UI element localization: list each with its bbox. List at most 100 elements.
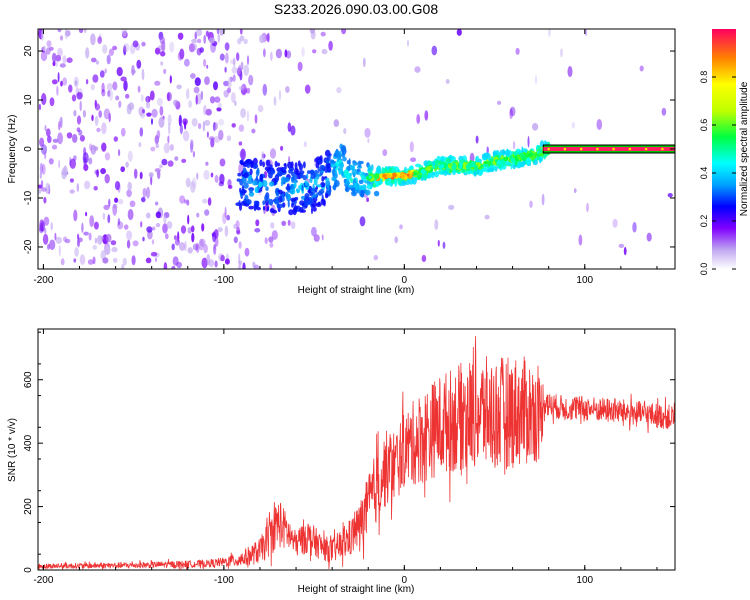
- ridge-blob: [327, 154, 331, 161]
- ridge-blob: [320, 170, 324, 174]
- noise-blob: [131, 64, 135, 76]
- noise-blob: [173, 99, 179, 107]
- noise-blob: [43, 45, 46, 51]
- noise-blob: [121, 127, 126, 137]
- noise-blob: [192, 150, 195, 158]
- snr-axes: -200 -100 0 100 0 200 400 600: [23, 329, 675, 586]
- noise-blob: [51, 79, 58, 85]
- ridge-blob: [324, 165, 329, 173]
- noise-blob: [373, 254, 379, 261]
- noise-blob: [218, 181, 225, 187]
- noise-blob: [71, 94, 77, 102]
- noise-blob: [246, 110, 249, 122]
- noise-blob: [188, 43, 196, 53]
- ridge-blob: [246, 163, 251, 169]
- ridge-core: [459, 162, 463, 167]
- noise-blob: [242, 262, 246, 269]
- noise-blob: [203, 34, 206, 44]
- ridge-blob: [443, 171, 448, 176]
- noise-blob: [158, 44, 165, 51]
- noise-blob: [127, 150, 133, 162]
- noise-blob: [231, 123, 236, 128]
- noise-blob: [88, 143, 93, 151]
- ridge-blob: [246, 179, 253, 184]
- noise-blob: [179, 124, 183, 135]
- noise-blob: [227, 184, 233, 189]
- colorbar-tick-label: 0.2: [699, 215, 709, 228]
- noise-blob: [108, 48, 114, 56]
- noise-blob: [69, 189, 75, 194]
- ridge-blob: [252, 157, 258, 166]
- noise-blob: [56, 85, 59, 96]
- noise-blob: [218, 118, 225, 126]
- noise-blob: [515, 47, 520, 55]
- noise-blob: [269, 263, 273, 269]
- noise-blob: [434, 219, 439, 231]
- noise-blob: [162, 223, 168, 234]
- noise-blob: [96, 169, 99, 178]
- ridge-blob: [287, 200, 290, 208]
- ridge-blob: [344, 181, 351, 185]
- noise-blob: [88, 232, 92, 241]
- snr-xtick-label: 100: [576, 575, 593, 586]
- noise-blob: [214, 96, 221, 103]
- noise-blob: [169, 144, 174, 151]
- noise-blob: [121, 29, 127, 37]
- line-band-dot: [563, 147, 567, 151]
- noise-blob: [79, 100, 82, 112]
- noise-blob: [243, 64, 250, 76]
- noise-blob: [212, 231, 217, 243]
- colorbar-label: Normalized spectral amplitude: [739, 81, 750, 216]
- spectrogram-ylabel: Frequency (Hz): [7, 115, 18, 184]
- ridge-blob: [289, 188, 296, 195]
- ridge-blob: [301, 184, 304, 192]
- noise-blob: [103, 204, 110, 211]
- noise-blob: [227, 87, 231, 94]
- ridge-blob: [284, 177, 290, 183]
- ridge-blob: [325, 178, 330, 182]
- noise-blob: [596, 119, 603, 130]
- noise-blob: [41, 93, 47, 105]
- ridge-blob: [312, 193, 317, 198]
- noise-blob: [548, 29, 551, 38]
- noise-blob: [187, 214, 190, 225]
- snr-ytick-label: 0: [23, 567, 34, 573]
- spectrogram-ytick-label: -10: [23, 190, 34, 205]
- noise-blob: [151, 108, 158, 118]
- noise-blob: [192, 243, 199, 251]
- noise-blob: [382, 149, 388, 157]
- noise-blob: [91, 57, 97, 63]
- snr-series-line: [38, 336, 675, 570]
- noise-blob: [102, 44, 108, 54]
- ridge-blob: [274, 160, 278, 168]
- noise-blob: [104, 173, 110, 184]
- noise-blob: [174, 156, 179, 161]
- noise-blob: [160, 51, 166, 57]
- ridge-blob: [346, 173, 350, 179]
- noise-blob: [270, 51, 273, 61]
- noise-blob: [225, 52, 229, 64]
- noise-blob: [509, 108, 513, 120]
- line-band-core: [543, 147, 675, 151]
- noise-blob: [76, 115, 82, 125]
- noise-blob: [126, 230, 133, 241]
- noise-blob: [246, 55, 250, 66]
- ridge-blob: [277, 195, 283, 203]
- noise-blob: [102, 212, 106, 220]
- noise-blob: [106, 83, 113, 91]
- noise-blob: [233, 223, 238, 229]
- noise-blob: [238, 124, 245, 132]
- noise-blob: [51, 144, 58, 150]
- noise-blob: [154, 135, 159, 145]
- noise-blob: [231, 66, 238, 74]
- ridge-blob: [254, 203, 258, 210]
- noise-blob: [44, 227, 47, 234]
- noise-blob: [252, 261, 256, 268]
- noise-blob: [186, 88, 190, 100]
- noise-blob: [62, 77, 68, 86]
- ridge-blob: [338, 170, 342, 175]
- ridge-blob: [305, 182, 308, 187]
- noise-blob: [166, 221, 173, 229]
- noise-blob: [238, 253, 241, 265]
- noise-blob: [238, 141, 243, 146]
